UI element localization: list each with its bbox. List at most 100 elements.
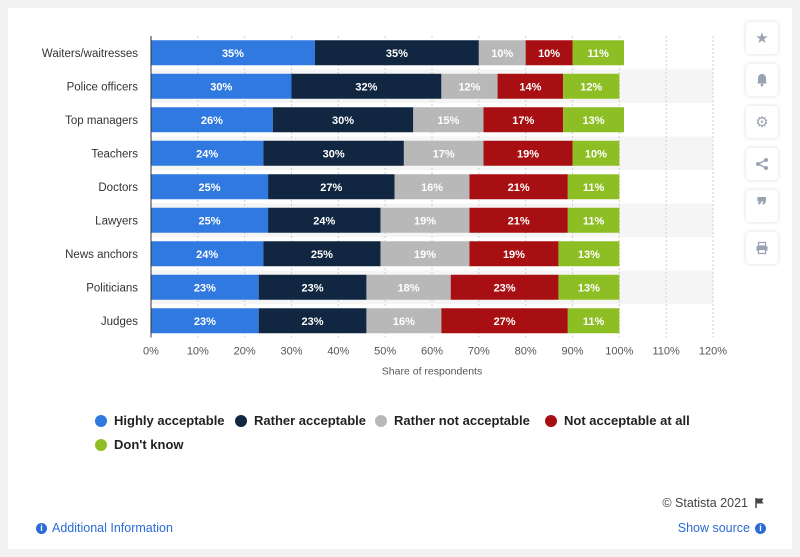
info-icon: i (36, 522, 47, 534)
bar-segment (263, 140, 404, 166)
legend-item[interactable]: Rather acceptable (235, 413, 366, 428)
legend-swatch (95, 414, 107, 427)
bar-segment (380, 207, 470, 233)
bar-segment (572, 140, 620, 166)
bar-segment (151, 308, 259, 334)
bell-icon (757, 74, 767, 87)
bar-segment (258, 274, 367, 300)
print-icon (756, 241, 768, 255)
bar-segment (497, 73, 564, 99)
data-label: 21% (508, 215, 530, 227)
bar-segment (483, 107, 564, 133)
category-label: Judges (101, 316, 138, 328)
data-label: 27% (320, 182, 342, 194)
data-label: 10% (585, 148, 607, 160)
x-tick-label: 80% (515, 346, 537, 358)
share-button[interactable] (746, 148, 778, 180)
data-label: 30% (323, 148, 345, 160)
copyright-text: © Statista 2021 (662, 496, 748, 510)
bar-segment (380, 241, 470, 267)
data-label: 10% (491, 48, 513, 60)
data-label: 18% (398, 282, 420, 294)
legend-item[interactable]: Rather not acceptable (375, 413, 530, 428)
bar-segment (572, 40, 625, 66)
legend-label: Rather acceptable (254, 413, 366, 428)
data-label: 23% (194, 316, 216, 328)
data-label: 10% (538, 48, 560, 60)
data-label: 19% (517, 148, 539, 160)
bar-segment (567, 174, 620, 200)
bar-segment (272, 107, 414, 133)
bar-segment (567, 207, 620, 233)
bar-segment (151, 40, 315, 66)
data-label: 23% (494, 282, 516, 294)
category-label: Politicians (86, 282, 138, 294)
notification-button[interactable] (746, 64, 778, 96)
data-label: 12% (580, 81, 602, 93)
print-button[interactable] (746, 232, 778, 264)
legend-swatch (235, 414, 247, 427)
x-tick-label: 60% (421, 346, 443, 358)
bar-segment (268, 207, 381, 233)
bar-segment (258, 308, 367, 334)
data-label: 17% (433, 148, 455, 160)
show-source-label: Show source (677, 521, 750, 535)
legend-swatch (545, 414, 557, 427)
bar-segment (450, 274, 559, 300)
bar-segment (563, 107, 625, 133)
x-tick-label: 50% (374, 346, 396, 358)
share-icon (756, 158, 768, 170)
additional-information-link[interactable]: i Additional Information (36, 521, 173, 535)
bar-segment (469, 241, 559, 267)
data-label: 19% (503, 249, 525, 261)
bar-segment (291, 73, 442, 99)
data-label: 30% (210, 81, 232, 93)
data-label: 11% (588, 48, 610, 60)
bar-segment (469, 174, 568, 200)
bar-segment (441, 308, 568, 334)
bar-segment (151, 140, 264, 166)
x-tick-label: 20% (234, 346, 256, 358)
data-label: 24% (196, 148, 218, 160)
legend-swatch (375, 414, 387, 427)
data-label: 35% (222, 48, 244, 60)
data-label: 16% (393, 316, 415, 328)
x-tick-label: 30% (280, 346, 302, 358)
x-tick-label: 90% (561, 346, 583, 358)
category-label: Doctors (98, 182, 138, 194)
bar-segment (151, 241, 264, 267)
data-label: 23% (194, 282, 216, 294)
category-label: Waiters/waitresses (42, 48, 138, 60)
data-label: 13% (578, 249, 600, 261)
stacked-bar-chart: 0% 10% 20% 30% 40% 50% 60% 70% 80% 90% 100% 110% 120… (42, 36, 727, 378)
legend-label: Not acceptable at all (564, 413, 690, 428)
settings-button[interactable]: ⚙ (746, 106, 778, 138)
data-label: 11% (583, 182, 605, 194)
bar-segment (403, 140, 484, 166)
bar-segment (478, 40, 526, 66)
data-label: 13% (578, 282, 600, 294)
info-icon: i (755, 522, 766, 534)
flag-icon (755, 498, 764, 508)
bar-segment (268, 174, 395, 200)
copyright[interactable]: © Statista 2021 (662, 496, 766, 510)
x-tick-label: 70% (468, 346, 490, 358)
star-button[interactable]: ★ (746, 22, 778, 54)
x-tick-label: 10% (187, 346, 209, 358)
legend-label: Rather not acceptable (394, 413, 530, 428)
legend-item[interactable]: Don't know (95, 437, 184, 452)
data-label: 25% (199, 182, 221, 194)
show-source-link[interactable]: Show source i (678, 521, 766, 535)
cite-button[interactable]: ❞ (746, 190, 778, 222)
legend-label: Don't know (114, 437, 184, 452)
data-label: 17% (512, 115, 534, 127)
legend-item[interactable]: Not acceptable at all (545, 413, 690, 428)
x-tick-label: 120% (699, 346, 727, 358)
category-label: Lawyers (95, 215, 138, 227)
x-tick-label: 40% (327, 346, 349, 358)
gear-icon: ⚙ (755, 114, 769, 131)
data-label: 35% (386, 48, 408, 60)
legend-item[interactable]: Highly acceptable (95, 413, 225, 428)
bar-segment (314, 40, 479, 66)
star-icon: ★ (755, 30, 769, 47)
